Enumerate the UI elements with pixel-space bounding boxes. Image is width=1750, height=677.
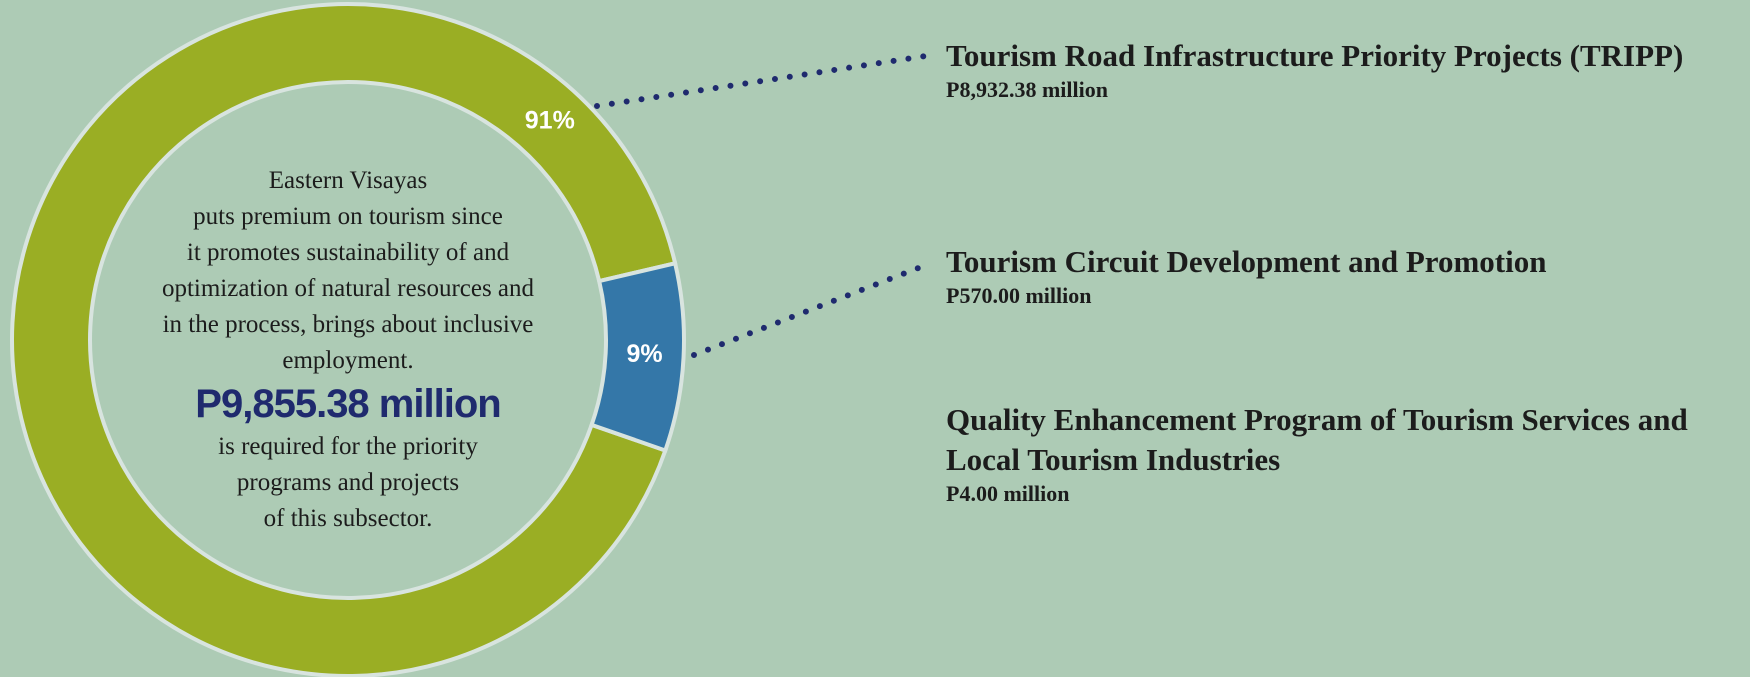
item-name: Tourism Road Infrastructure Priority Pro… <box>946 38 1684 73</box>
total: P9,855.38 million <box>195 382 501 426</box>
leader-line <box>691 262 929 358</box>
text-line: of this subsector. <box>263 505 433 532</box>
text-line: programs and projects <box>236 469 460 496</box>
text-line: puts premium on tourism since <box>193 203 503 230</box>
segment-label: 91% <box>525 107 575 135</box>
legend-item: Tourism Road Infrastructure Priority Pro… <box>946 36 1683 104</box>
item-name: Tourism Circuit Development and Promotio… <box>946 244 1547 279</box>
legend-item: Tourism Circuit Development and Promotio… <box>946 242 1547 310</box>
text-line: in the process, brings about inclusive <box>162 311 534 338</box>
description: is required for the priority programs and… <box>108 429 588 537</box>
donut-segment <box>589 260 686 454</box>
text-line: is required for the priority <box>218 433 478 460</box>
center-text: Eastern Visayas puts premium on tourism s… <box>108 163 588 537</box>
segment-label: 9% <box>627 340 663 368</box>
item-amount: P570.00 million <box>946 283 1092 308</box>
item-amount: P8,932.38 million <box>946 77 1108 102</box>
item-name: Quality Enhancement Program of Tourism S… <box>946 402 1688 477</box>
legend-item: Quality Enhancement Program of Tourism S… <box>946 400 1736 508</box>
text-line: optimization of natural resources and <box>161 275 535 302</box>
item-amount: P4.00 million <box>946 481 1070 506</box>
text-line: it promotes sustainability of and <box>186 239 510 266</box>
donut-segment <box>10 2 678 677</box>
description: Eastern Visayas puts premium on tourism s… <box>108 163 588 379</box>
text-line: employment. <box>282 347 414 374</box>
text-line: Eastern Visayas <box>268 167 428 194</box>
leader-line <box>594 53 929 109</box>
